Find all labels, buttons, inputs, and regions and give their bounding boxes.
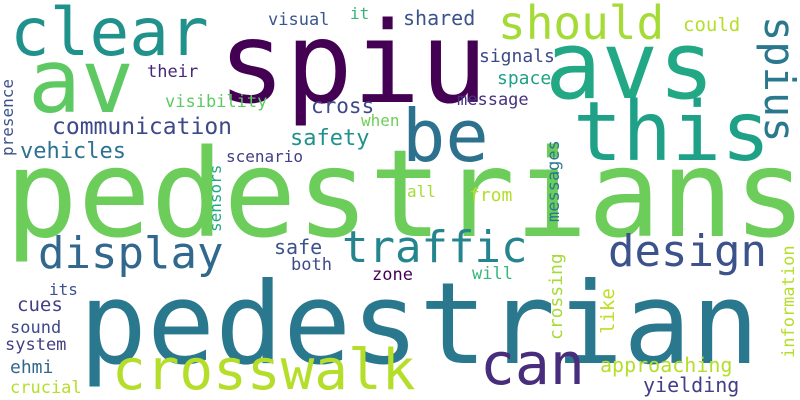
word-avs: avs bbox=[545, 12, 715, 121]
word-yielding: yielding bbox=[643, 373, 740, 397]
word-crucial: crucial bbox=[10, 378, 82, 398]
word-visual: visual bbox=[268, 10, 330, 30]
word-this: this bbox=[573, 85, 771, 180]
word-like: like bbox=[597, 288, 619, 334]
word-could: could bbox=[683, 14, 741, 36]
word-pedestrians: pedestrians bbox=[5, 124, 800, 265]
word-can: can bbox=[480, 330, 585, 398]
word-crossing: crossing bbox=[546, 253, 567, 340]
word-from: from bbox=[469, 185, 513, 206]
word-spiu: spiu bbox=[218, 0, 488, 129]
word-crosswalk: crosswalk bbox=[112, 338, 416, 400]
word-when: when bbox=[361, 111, 400, 130]
word-vehicles: vehicles bbox=[20, 139, 126, 164]
word-message: message bbox=[457, 90, 529, 110]
word-display: display bbox=[38, 228, 224, 279]
word-pedestrian: pedestrian bbox=[79, 258, 760, 390]
word-scenario: scenario bbox=[226, 147, 304, 166]
word-it: it bbox=[350, 4, 370, 23]
word-safety: safety bbox=[290, 126, 370, 151]
word-all: all bbox=[407, 182, 436, 201]
word-approaching: approaching bbox=[600, 353, 733, 377]
word-both: both bbox=[291, 255, 332, 275]
word-be: be bbox=[402, 94, 489, 178]
word-signals: signals bbox=[479, 46, 555, 67]
word-messages: messages bbox=[544, 140, 564, 222]
word-spius: spius bbox=[755, 16, 800, 143]
word-ehmi: ehmi bbox=[10, 357, 54, 378]
word-shared: shared bbox=[403, 6, 476, 30]
word-will: will bbox=[472, 264, 513, 284]
word-its: its bbox=[49, 280, 78, 299]
word-visibility: visibility bbox=[165, 92, 268, 112]
word-traffic: traffic bbox=[342, 222, 528, 273]
word-system: system bbox=[5, 335, 67, 355]
word-sensors: sensors bbox=[206, 164, 225, 232]
word-clear: clear bbox=[10, 0, 209, 71]
word-cues: cues bbox=[17, 294, 63, 316]
word-presence: presence bbox=[0, 78, 17, 156]
word-design: design bbox=[608, 226, 767, 277]
word-should: should bbox=[498, 0, 665, 50]
word-safe: safe bbox=[274, 235, 323, 259]
word-av: av bbox=[28, 30, 134, 133]
word-cross: cross bbox=[311, 94, 375, 118]
word-information: information bbox=[779, 245, 799, 358]
word-their: their bbox=[147, 62, 199, 82]
word-space: space bbox=[497, 68, 552, 89]
word-sound: sound bbox=[10, 318, 62, 338]
word-zone: zone bbox=[372, 265, 413, 285]
word-communication: communication bbox=[52, 114, 233, 140]
